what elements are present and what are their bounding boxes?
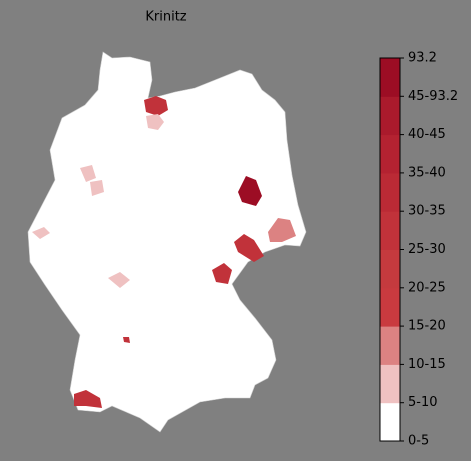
country-outline [27,51,307,433]
colorbar-segment [380,211,400,250]
region [212,263,232,284]
colorbar: 0-5 5-10 10-15 15-20 20-25 25-30 30-35 35-40 40-… [379,51,458,449]
colorbar-label: 25-30 [408,242,446,257]
colorbar-segment [380,58,400,97]
colorbar-label: 10-15 [408,357,446,372]
colorbar-label: 5-10 [408,395,438,410]
region [234,234,264,262]
colorbar-segment [380,134,400,174]
colorbar-segment [380,364,400,404]
region [90,180,104,196]
colorbar-label: 93.2 [408,51,437,66]
colorbar-segment [380,402,400,442]
region [74,390,102,408]
colorbar-segment [380,96,400,136]
region [268,218,296,242]
germany-map [27,51,307,433]
colorbar-segment [380,172,400,212]
colorbar-segment [380,326,400,365]
region [146,114,164,130]
region [108,272,130,288]
colorbar-label: 20-25 [408,280,446,295]
colorbar-label: 35-40 [408,165,446,180]
region [144,96,168,116]
map-title: Krinitz [145,10,186,25]
colorbar-label: 0-5 [408,434,429,449]
colorbar-label: 30-35 [408,204,446,219]
colorbar-label: 45-93.2 [408,89,458,104]
region [32,227,50,239]
region [123,337,130,343]
colorbar-label: 15-20 [408,319,446,334]
colorbar-label: 40-45 [408,127,446,142]
colorbar-segment [380,249,400,289]
region [80,165,96,182]
region [238,176,262,206]
colorbar-segment [380,287,400,327]
